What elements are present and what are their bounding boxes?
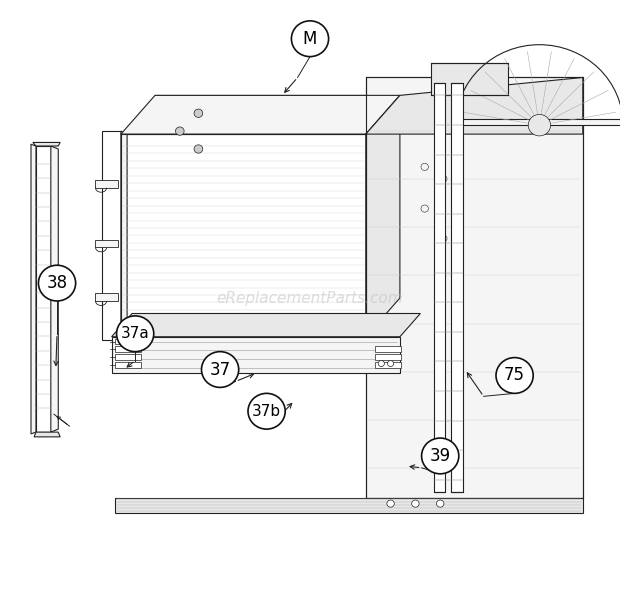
Text: 37: 37 (210, 361, 231, 378)
Polygon shape (95, 293, 118, 301)
Text: M: M (303, 30, 317, 48)
Circle shape (440, 235, 447, 242)
Circle shape (388, 361, 394, 367)
Polygon shape (375, 362, 401, 368)
Polygon shape (34, 432, 60, 437)
Text: 38: 38 (46, 274, 68, 292)
Circle shape (291, 21, 329, 57)
Polygon shape (155, 95, 400, 298)
Polygon shape (434, 83, 445, 492)
Polygon shape (112, 313, 420, 337)
Polygon shape (112, 337, 400, 372)
Polygon shape (375, 346, 401, 352)
Polygon shape (366, 95, 400, 337)
Polygon shape (31, 144, 36, 434)
Polygon shape (121, 134, 366, 337)
Circle shape (436, 500, 444, 507)
Circle shape (248, 393, 285, 429)
Circle shape (175, 127, 184, 135)
Polygon shape (102, 131, 121, 340)
Circle shape (194, 109, 203, 117)
Circle shape (194, 145, 203, 153)
Text: 37b: 37b (252, 403, 281, 419)
Polygon shape (121, 95, 400, 134)
Polygon shape (115, 362, 141, 368)
Polygon shape (51, 146, 58, 432)
Polygon shape (451, 83, 463, 492)
Polygon shape (95, 180, 118, 188)
Polygon shape (115, 346, 141, 352)
Circle shape (412, 500, 419, 507)
Circle shape (38, 265, 76, 301)
Polygon shape (115, 339, 141, 344)
Polygon shape (431, 63, 508, 95)
Circle shape (117, 316, 154, 352)
Text: 75: 75 (504, 367, 525, 384)
Circle shape (528, 114, 551, 136)
Polygon shape (36, 146, 51, 432)
Circle shape (202, 352, 239, 387)
Circle shape (378, 361, 384, 367)
Text: eReplacementParts.com: eReplacementParts.com (216, 290, 404, 306)
Polygon shape (95, 240, 118, 247)
Circle shape (496, 358, 533, 393)
Polygon shape (366, 77, 583, 134)
Polygon shape (115, 354, 141, 360)
Text: 37a: 37a (121, 326, 149, 342)
Circle shape (440, 175, 447, 182)
Polygon shape (456, 119, 620, 125)
Polygon shape (115, 498, 583, 513)
Circle shape (421, 163, 428, 170)
Circle shape (421, 205, 428, 212)
Text: 39: 39 (430, 447, 451, 465)
Polygon shape (121, 131, 127, 340)
Circle shape (387, 500, 394, 507)
Polygon shape (33, 142, 60, 146)
Circle shape (422, 438, 459, 474)
Polygon shape (375, 354, 401, 360)
Polygon shape (366, 77, 583, 498)
